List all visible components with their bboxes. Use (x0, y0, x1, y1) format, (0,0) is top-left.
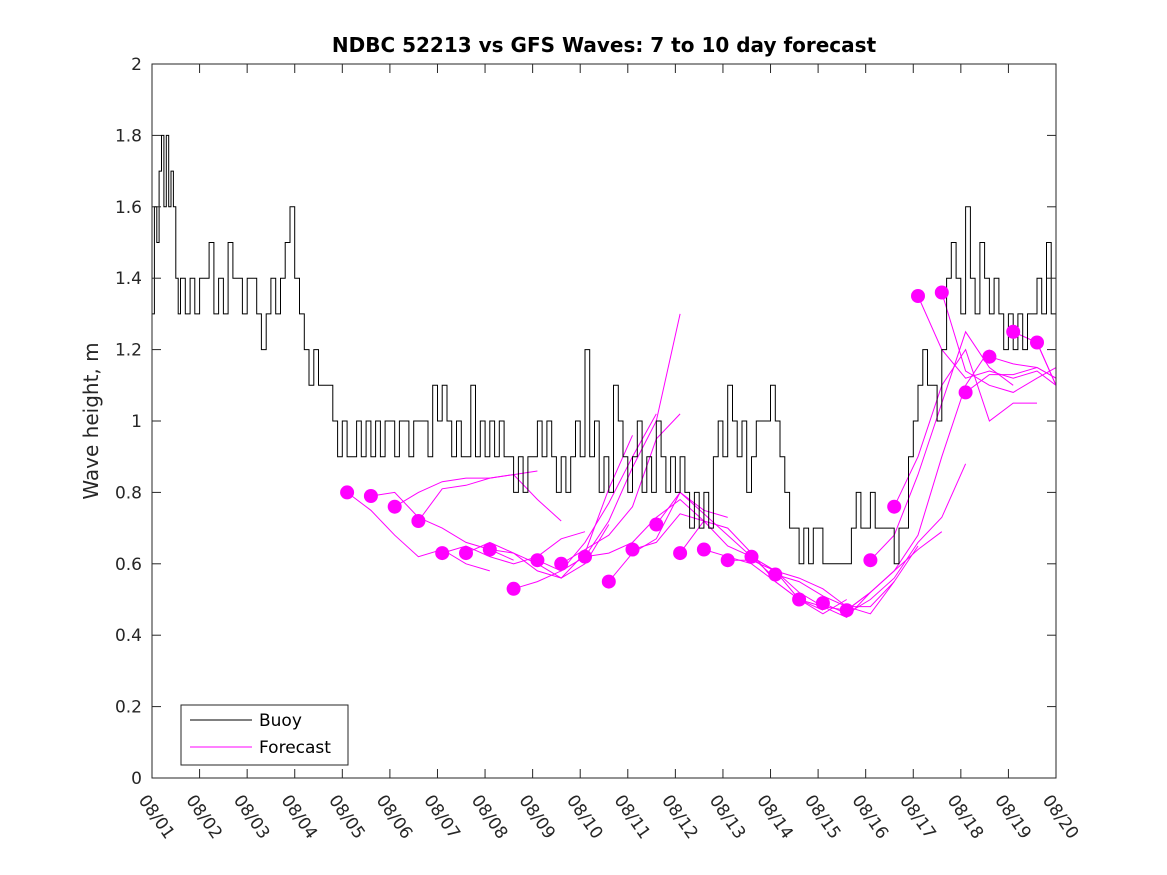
legend: Buoy Forecast (180, 704, 349, 766)
forecast-marker (815, 596, 830, 611)
forecast-marker (411, 514, 426, 528)
forecast-trace-line (584, 498, 705, 558)
forecast-marker (482, 542, 497, 557)
forecast-marker (696, 542, 711, 557)
legend-label-forecast: Forecast (259, 738, 331, 758)
forecast-marker (1030, 335, 1044, 350)
forecast-marker (982, 349, 997, 364)
legend-box (180, 704, 349, 766)
forecast-marker (363, 489, 378, 503)
y-tick-label: 1.6 (115, 198, 142, 218)
forecast-trace-line (465, 524, 610, 579)
forecast-trace-line (1036, 342, 1056, 386)
forecast-marker (720, 553, 735, 568)
forecast-trace-line (989, 356, 1056, 379)
forecast-marker (911, 289, 925, 303)
forecast-trace-line (346, 492, 490, 572)
forecast-marker (958, 385, 973, 400)
forecast-trace-line (442, 531, 586, 565)
forecast-marker (387, 499, 402, 514)
y-tick-label: 1 (131, 412, 142, 432)
forecast-marker (649, 517, 664, 532)
y-tick-label: 1.2 (115, 341, 142, 361)
forecast-marker (554, 556, 569, 571)
forecast-marker (601, 574, 616, 589)
y-axis-label: Wave height, m (79, 342, 103, 499)
forecast-marker (863, 553, 878, 568)
forecast-marker (340, 485, 355, 500)
y-tick-label: 0.4 (115, 626, 142, 646)
y-tick-label: 0.8 (115, 483, 142, 503)
forecast-marker (530, 553, 545, 568)
forecast-marker (459, 546, 473, 561)
forecast-marker (625, 542, 640, 557)
forecast-marker (744, 549, 759, 564)
y-tick-label: 1.8 (115, 126, 142, 146)
y-tick-label: 0.6 (115, 555, 142, 575)
forecast-marker (887, 499, 902, 514)
forecast-marker (1006, 324, 1021, 339)
forecast-marker (578, 549, 592, 564)
forecast-marker (673, 546, 688, 561)
forecast-marker (934, 285, 949, 300)
forecast-trace-line (417, 474, 562, 522)
y-axis: 0 0.2 0.4 0.6 0.8 1 1.2 1.4 1.6 1.8 2 (115, 55, 1056, 789)
chart-title: NDBC 52213 vs GFS Waves: 7 to 10 day for… (332, 33, 877, 57)
forecast-marker (792, 592, 807, 607)
y-tick-label: 1.4 (115, 269, 142, 289)
forecast-trace-line (893, 348, 1037, 507)
y-tick-label: 0.2 (115, 698, 142, 718)
forecast-marker (435, 546, 450, 561)
forecast-marker (506, 581, 521, 596)
legend-label-buoy: Buoy (259, 711, 302, 731)
y-tick-label: 0 (131, 769, 142, 789)
forecast-trace-line (846, 349, 990, 611)
forecast-trace-line (608, 491, 728, 582)
forecast-marker (768, 567, 783, 582)
buoy-line (152, 134, 1056, 565)
forecast-trace-line (941, 292, 1056, 393)
forecast-marker (839, 603, 854, 618)
y-tick-label: 2 (131, 55, 142, 75)
